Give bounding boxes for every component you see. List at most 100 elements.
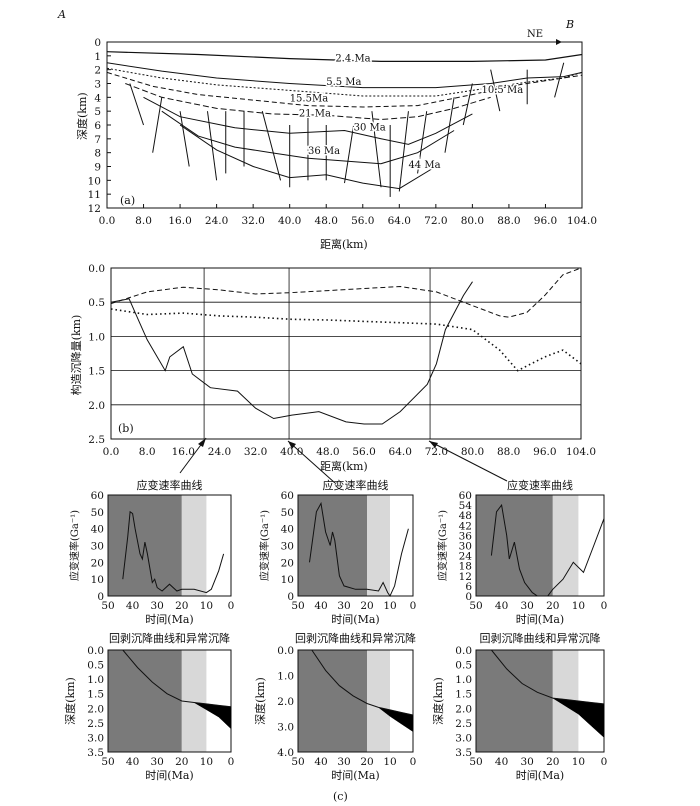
x-tick-label: 30 bbox=[337, 756, 350, 768]
y-tick-label: 4 bbox=[94, 92, 101, 104]
panel-c-tag: (c) bbox=[333, 790, 348, 803]
strain-rate-plot: 应变速率曲线 0 10 20 30 40 50 60 50 40 30 20 10 0 时间(Ma) 应变速率… bbox=[68, 478, 234, 626]
y-tick-label: 0.0 bbox=[87, 645, 104, 657]
x-tick-label: 48.0 bbox=[316, 446, 339, 458]
y-axis-label: 应变速率(Ga⁻¹) bbox=[436, 510, 449, 581]
horizons bbox=[106, 41, 583, 190]
y-axis-label: 深度(km) bbox=[253, 677, 267, 725]
plot-frame-b bbox=[110, 267, 582, 440]
x-tick-label: 32.0 bbox=[241, 215, 264, 227]
fault-line bbox=[129, 83, 145, 126]
y-tick-label: 0 bbox=[94, 37, 101, 49]
fault-line bbox=[152, 97, 163, 153]
horizon-label: 30 Ma bbox=[354, 123, 386, 134]
y-tick-label: 7 bbox=[94, 134, 101, 146]
horizon-label: 2.4 Ma bbox=[335, 53, 370, 64]
y-tick-label: 1.0 bbox=[87, 674, 104, 686]
y-tick-label: 0.0 bbox=[455, 645, 472, 657]
y-tick-label: 3.0 bbox=[455, 732, 472, 744]
shaded-interval-dark bbox=[476, 495, 553, 596]
link-arrow-3 bbox=[428, 440, 508, 482]
shaded-interval-light bbox=[552, 495, 579, 596]
y-axis-label: 应变速率(Ga⁻¹) bbox=[68, 510, 81, 581]
x-axis-label-b: 距离(km) bbox=[320, 459, 368, 473]
y-tick-label: 10 bbox=[91, 574, 104, 586]
plot-frame bbox=[475, 649, 605, 753]
y-tick-label: 20 bbox=[91, 557, 104, 569]
x-tick-label: 40 bbox=[495, 600, 508, 612]
x-tick-label: 64.0 bbox=[388, 215, 411, 227]
x-axis-label: 时间(Ma) bbox=[145, 769, 193, 782]
y-tick-label: 2 bbox=[94, 65, 101, 77]
plot-frame bbox=[297, 494, 414, 597]
y-tick-label: 0.5 bbox=[455, 660, 472, 672]
x-tick-label: 20 bbox=[546, 756, 559, 768]
shaded-interval-dark bbox=[476, 650, 553, 752]
strain-rate-title: 应变速率曲线 bbox=[137, 478, 203, 492]
y-tick-label: 5 bbox=[94, 106, 101, 118]
x-tick-label: 80.0 bbox=[461, 446, 484, 458]
horizon-line bbox=[106, 71, 583, 108]
horizon-label: 44 Ma bbox=[408, 160, 440, 171]
shaded-interval-dark bbox=[298, 495, 367, 596]
y-tick-label: 30 bbox=[91, 541, 104, 553]
fault-line bbox=[261, 111, 282, 181]
y-tick-label: 54 bbox=[459, 500, 473, 512]
x-tick-label: 56.0 bbox=[351, 215, 374, 227]
x-tick-label: 20 bbox=[360, 756, 373, 768]
x-tick-label: 88.0 bbox=[497, 446, 520, 458]
y-tick-label: 0 bbox=[465, 591, 472, 603]
shaded-interval-light bbox=[367, 495, 390, 596]
x-tick-label: 0 bbox=[410, 756, 417, 768]
y-tick-label: 48 bbox=[459, 510, 472, 522]
horizon-line bbox=[125, 83, 491, 121]
y-tick-label: 0.5 bbox=[88, 297, 105, 309]
plot-frame bbox=[107, 494, 232, 597]
subsidence-curve bbox=[110, 308, 582, 372]
panel-b: 0.00.51.01.52.02.5 0.0 8.0 16.0 24.0 32.0 40.… bbox=[69, 263, 596, 484]
panel-a-tag: (a) bbox=[120, 194, 135, 207]
y-tick-label: 3.5 bbox=[455, 747, 472, 759]
x-tick-label: 40 bbox=[495, 756, 508, 768]
y-axis-label: 应变速率(Ga⁻¹) bbox=[258, 510, 271, 581]
y-tick-label: 3 bbox=[94, 79, 101, 91]
x-ticks-a: 0.0 8.0 16.0 24.0 32.0 40.0 48.0 56.0 64.0 72.0 80… bbox=[99, 204, 597, 227]
x-tick-label: 32.0 bbox=[244, 446, 267, 458]
fault-line bbox=[179, 111, 190, 167]
horizon-label: 10.5 Ma bbox=[482, 85, 524, 96]
y-tick-label: 8 bbox=[94, 148, 101, 160]
subsidence-title: 回剥沉降曲线和异常沉降 bbox=[109, 631, 230, 645]
x-tick-label: 10 bbox=[572, 600, 585, 612]
y-tick-label: 12 bbox=[459, 571, 472, 583]
x-tick-label: 20 bbox=[175, 756, 188, 768]
y-tick-label: 30 bbox=[281, 541, 294, 553]
faults bbox=[129, 62, 565, 197]
y-tick-label: 60 bbox=[459, 490, 472, 502]
x-tick-label: 96.0 bbox=[533, 446, 556, 458]
x-tick-label: 10 bbox=[200, 756, 213, 768]
x-tick-label: 10 bbox=[383, 600, 396, 612]
y-tick-label: 11 bbox=[88, 189, 101, 201]
y-tick-label: 1.5 bbox=[88, 366, 105, 378]
y-tick-label: 18 bbox=[459, 561, 472, 573]
horizon-label: 15.5Ma bbox=[290, 93, 329, 104]
x-tick-label: 24.0 bbox=[208, 446, 231, 458]
direction-label: NE bbox=[527, 29, 543, 40]
link-arrow-2 bbox=[287, 440, 336, 484]
x-ticks-b: 0.0 8.0 16.0 24.0 32.0 40.0 48.0 56.0 64.0 72.0 80… bbox=[103, 446, 596, 458]
y-tick-label: 6 bbox=[465, 581, 472, 593]
x-tick-label: 10 bbox=[572, 756, 585, 768]
y-tick-label: 3.5 bbox=[87, 747, 104, 759]
x-tick-label: 64.0 bbox=[389, 446, 412, 458]
shaded-interval-light bbox=[367, 650, 390, 752]
y-tick-label: 3.0 bbox=[277, 722, 294, 734]
x-tick-label: 88.0 bbox=[497, 215, 520, 227]
x-tick-label: 48.0 bbox=[315, 215, 338, 227]
y-tick-label: 2.5 bbox=[455, 718, 472, 730]
x-tick-label: 30 bbox=[337, 600, 350, 612]
y-tick-label: 1.5 bbox=[455, 689, 472, 701]
y-tick-label: 0.0 bbox=[277, 645, 294, 657]
